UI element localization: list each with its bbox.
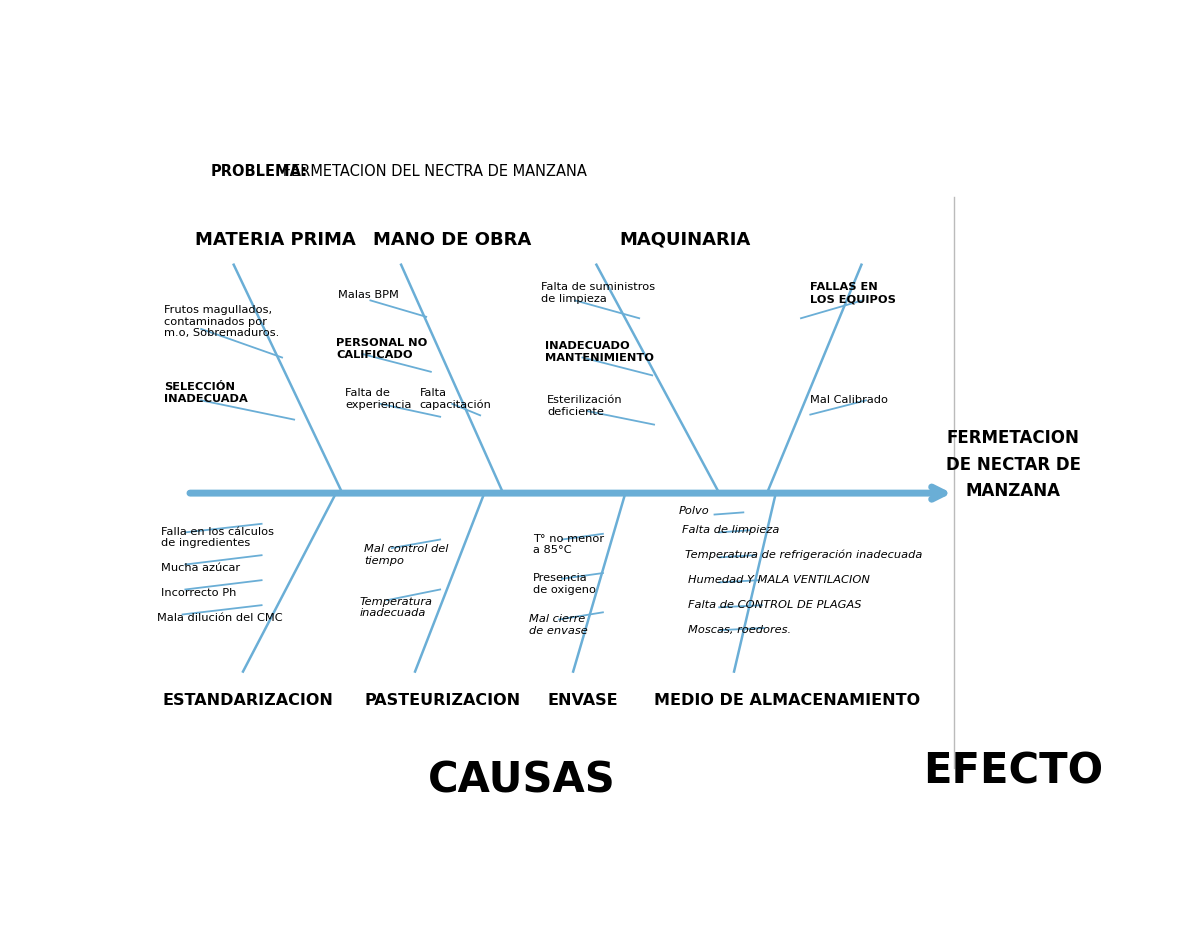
Text: Falta de CONTROL DE PLAGAS: Falta de CONTROL DE PLAGAS [688, 600, 862, 610]
Text: Humedad Y MALA VENTILACION: Humedad Y MALA VENTILACION [688, 575, 870, 585]
Text: Malas BPM: Malas BPM [338, 289, 398, 299]
Text: MATERIA PRIMA: MATERIA PRIMA [196, 231, 356, 248]
Text: Falta de limpieza: Falta de limpieza [682, 525, 779, 535]
Text: Falta
capacitación: Falta capacitación [420, 387, 492, 410]
Text: Polvo: Polvo [678, 506, 709, 516]
Text: PASTEURIZACION: PASTEURIZACION [365, 692, 521, 707]
Text: Incorrecto Ph: Incorrecto Ph [161, 588, 236, 598]
Text: Falta de
experiencia: Falta de experiencia [346, 388, 412, 410]
Text: SELECCIÓN
INADECUADA: SELECCIÓN INADECUADA [164, 382, 247, 404]
Text: Moscas, roedores.: Moscas, roedores. [688, 625, 791, 635]
Text: FALLAS EN
LOS EQUIPOS: FALLAS EN LOS EQUIPOS [810, 283, 896, 304]
Text: CAUSAS: CAUSAS [428, 760, 616, 802]
Text: Mal cierre
de envase: Mal cierre de envase [529, 615, 588, 636]
Text: Presencia
de oxigeno: Presencia de oxigeno [533, 573, 596, 594]
Text: EFECTO: EFECTO [923, 751, 1103, 793]
Text: FERMETACION DEL NECTRA DE MANZANA: FERMETACION DEL NECTRA DE MANZANA [269, 164, 587, 180]
Text: Temperatura
inadecuada: Temperatura inadecuada [359, 596, 432, 618]
Text: ENVASE: ENVASE [547, 692, 618, 707]
Text: Falla en los cálculos
de ingredientes: Falla en los cálculos de ingredientes [161, 527, 274, 548]
Text: Mal control del
tiempo: Mal control del tiempo [364, 544, 449, 566]
Text: MAQUINARIA: MAQUINARIA [619, 231, 750, 248]
Text: Falta de suministros
de limpieza: Falta de suministros de limpieza [540, 283, 655, 304]
Text: MANO DE OBRA: MANO DE OBRA [373, 231, 532, 248]
Text: Frutos magullados,
contaminados por
m.o, Sobremaduros.: Frutos magullados, contaminados por m.o,… [164, 305, 280, 338]
Text: Mucha azúcar: Mucha azúcar [161, 563, 240, 573]
Text: MEDIO DE ALMACENAMIENTO: MEDIO DE ALMACENAMIENTO [654, 692, 920, 707]
Text: Mal Calibrado: Mal Calibrado [810, 395, 888, 405]
Text: Temperatura de refrigeración inadecuada: Temperatura de refrigeración inadecuada [685, 550, 922, 561]
Text: FERMETACION
DE NECTAR DE
MANZANA: FERMETACION DE NECTAR DE MANZANA [946, 429, 1080, 500]
Text: T° no menor
a 85°C: T° no menor a 85°C [533, 534, 605, 555]
Text: ESTANDARIZACION: ESTANDARIZACION [162, 692, 334, 707]
Text: PERSONAL NO
CALIFICADO: PERSONAL NO CALIFICADO [336, 338, 427, 360]
Text: Mala dilución del CMC: Mala dilución del CMC [157, 613, 283, 623]
Text: Esterilización
deficiente: Esterilización deficiente [547, 395, 623, 417]
Text: PROBLEMA:: PROBLEMA: [210, 164, 307, 180]
Text: INADECUADO
MANTENIMIENTO: INADECUADO MANTENIMIENTO [545, 341, 654, 362]
